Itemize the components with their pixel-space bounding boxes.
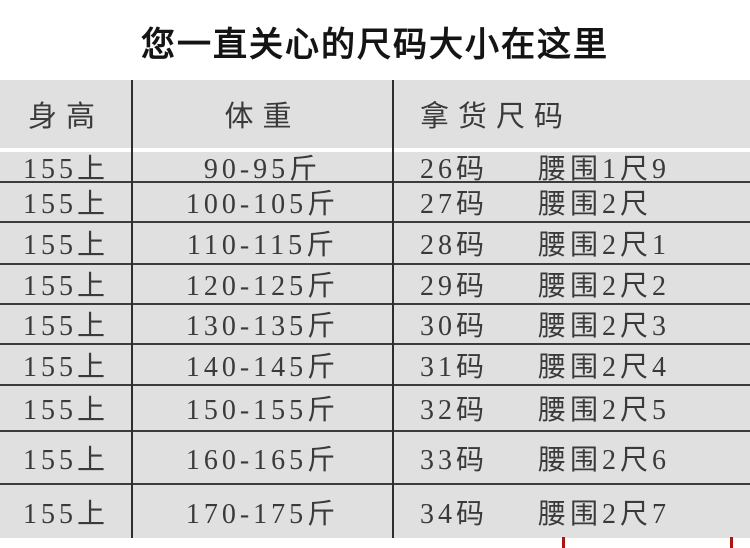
cell-weight: 150-155斤: [185, 395, 340, 426]
title-area: 您一直关心的尺码大小在这里: [0, 0, 750, 80]
waist-value: 腰围2尺: [538, 189, 653, 220]
waist-value: 腰围2尺3: [538, 311, 671, 342]
table-row: 155上 150-155斤 32码 腰围2尺5: [0, 384, 750, 430]
column-divider: [392, 80, 394, 538]
red-tick: [562, 537, 565, 548]
cell-height: 155上: [22, 498, 109, 530]
cell-size-waist: 31码 腰围2尺4: [393, 345, 750, 385]
cell-height: 155上: [22, 395, 109, 426]
waist-value: 腰围2尺2: [538, 271, 671, 302]
cell-weight: 90-95斤: [203, 153, 322, 185]
table-row: 155上 110-115斤 28码 腰围2尺1: [0, 221, 750, 263]
red-tick: [730, 537, 733, 548]
table-row: 155上 90-95斤 26码 腰围1尺9: [0, 152, 750, 185]
cell-height: 155上: [22, 271, 109, 302]
cell-weight: 170-175斤: [185, 498, 340, 530]
header-body-divider: [0, 148, 750, 152]
size-value: 31码: [420, 351, 489, 383]
size-value: 29码: [420, 271, 489, 302]
size-value: 30码: [420, 311, 489, 342]
cell-weight: 160-165斤: [185, 444, 340, 476]
header-weight: 体重: [224, 101, 301, 133]
cell-size-waist: 30码 腰围2尺3: [393, 304, 750, 344]
table-row: 155上 130-135斤 30码 腰围2尺3: [0, 303, 750, 343]
table-row: 155上 170-175斤 34码 腰围2尺7: [0, 483, 750, 538]
table-row: 155上 100-105斤 27码 腰围2尺: [0, 181, 750, 221]
cell-weight: 140-145斤: [185, 351, 340, 383]
cell-weight: 120-125斤: [185, 271, 340, 302]
cell-height: 155上: [22, 311, 109, 342]
table-row: 155上 160-165斤 33码 腰围2尺6: [0, 430, 750, 483]
cell-size-waist: 33码 腰围2尺6: [393, 438, 750, 478]
cell-size-waist: 26码 腰围1尺9: [393, 147, 750, 187]
table-row: 155上 120-125斤 29码 腰围2尺2: [0, 263, 750, 303]
bottom-strip: [0, 537, 750, 548]
table-row: 155上 140-145斤 31码 腰围2尺4: [0, 343, 750, 384]
cell-size-waist: 28码 腰围2尺1: [393, 223, 750, 263]
size-value: 27码: [420, 189, 489, 220]
cell-height: 155上: [22, 153, 109, 185]
size-value: 28码: [420, 230, 489, 261]
waist-value: 腰围2尺4: [538, 351, 671, 383]
cell-weight: 100-105斤: [185, 189, 340, 220]
cell-height: 155上: [22, 444, 109, 476]
column-divider: [131, 80, 133, 538]
cell-size-waist: 34码 腰围2尺7: [393, 492, 750, 532]
header-height: 身高: [27, 101, 104, 133]
size-table: 身高 体重 拿货尺码 155上 90-95斤 26码 腰围1尺9 155上 10…: [0, 80, 750, 538]
cell-height: 155上: [22, 230, 109, 261]
waist-value: 腰围1尺9: [538, 153, 671, 185]
cell-height: 155上: [22, 351, 109, 383]
cell-weight: 130-135斤: [185, 311, 340, 342]
waist-value: 腰围2尺1: [538, 230, 671, 261]
header-size: 拿货尺码: [420, 101, 573, 133]
size-value: 33码: [420, 444, 489, 476]
page-title: 您一直关心的尺码大小在这里: [141, 25, 609, 64]
waist-value: 腰围2尺5: [538, 395, 671, 426]
waist-value: 腰围2尺7: [538, 498, 671, 530]
cell-size-waist: 27码 腰围2尺: [393, 182, 750, 222]
cell-weight: 110-115斤: [186, 230, 339, 261]
size-value: 32码: [420, 395, 489, 426]
size-value: 26码: [420, 153, 489, 185]
cell-size-waist: 29码 腰围2尺2: [393, 264, 750, 304]
waist-value: 腰围2尺6: [538, 444, 671, 476]
size-value: 34码: [420, 498, 489, 530]
table-header-row: 身高 体重 拿货尺码: [0, 80, 750, 148]
cell-size-waist: 32码 腰围2尺5: [393, 388, 750, 428]
cell-height: 155上: [22, 189, 109, 220]
